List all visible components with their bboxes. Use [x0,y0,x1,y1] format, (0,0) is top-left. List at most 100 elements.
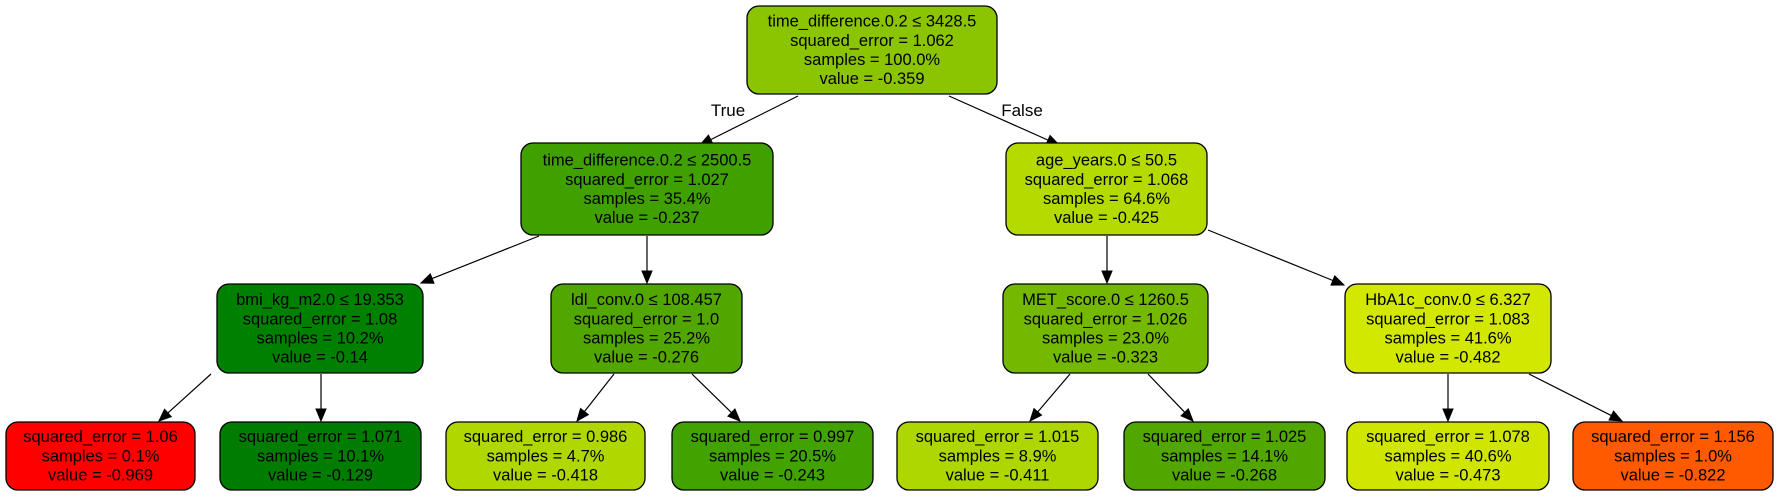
node-text-line: value = -0.482 [1395,349,1500,367]
node-text-line: value = -0.359 [819,70,924,88]
node-text-line: value = -0.473 [1395,467,1500,485]
edge-n4-l4 [691,373,741,422]
tree-node-n1: time_difference.0.2 ≤ 2500.5squared_erro… [520,142,774,236]
node-text-line: samples = 100.0% [804,51,941,69]
node-box [219,421,422,491]
edge-line [1207,229,1334,282]
node-text-line: samples = 23.0% [1042,329,1169,347]
node-box [1572,421,1774,491]
node-text-line: value = -0.237 [594,209,699,227]
node-text-line: time_difference.0.2 ≤ 2500.5 [543,152,752,170]
arrowhead-icon [727,408,741,422]
edge-line [948,95,1049,141]
edge-line [1147,373,1186,413]
arrowhead-icon [158,408,173,422]
node-text-line: time_difference.0.2 ≤ 3428.5 [768,13,977,31]
node-text-line: value = -0.14 [272,349,368,367]
edge-line [1528,373,1612,417]
edge-n2-n5 [1101,236,1113,285]
nodes-layer: time_difference.0.2 ≤ 3428.5squared_erro… [5,5,1774,491]
edge-n4-l3 [576,373,615,423]
node-text-line: bmi_kg_m2.0 ≤ 19.353 [236,291,404,309]
node-text-line: squared_error = 1.06 [23,428,178,446]
node-text-line: samples = 10.2% [256,329,383,347]
edge-n2-n6 [1207,229,1346,286]
node-text-line: value = -0.822 [1620,467,1725,485]
node-box [520,142,774,236]
node-text-line: MET_score.0 ≤ 1260.5 [1022,291,1189,309]
edge-n6-l8 [1528,373,1624,422]
edge-line [583,373,615,412]
arrowhead-icon [1442,408,1454,423]
node-text-line: value = -0.411 [946,467,1050,485]
node-text-line: age_years.0 ≤ 50.5 [1036,152,1177,170]
node-text-line: samples = 35.4% [583,190,710,208]
node-text-line: squared_error = 1.071 [239,428,403,446]
node-text-line: squared_error = 1.078 [1366,428,1530,446]
node-text-line: squared_error = 1.08 [243,310,398,328]
node-text-line: value = -0.969 [48,467,153,485]
node-text-line: squared_error = 1.068 [1025,171,1189,189]
node-text-line: samples = 0.1% [42,447,160,465]
node-box [216,283,424,374]
edge-n5-l6 [1147,373,1194,422]
node-text-line: squared_error = 1.015 [916,428,1080,446]
arrowhead-icon [1608,410,1624,422]
node-box [445,421,646,491]
edge-n3-l2 [315,374,327,423]
arrowhead-icon [576,407,590,423]
node-text-line: squared_error = 1.062 [790,32,954,50]
node-text-line: squared_error = 1.027 [565,171,729,189]
node-text-line: samples = 8.9% [939,447,1057,465]
arrowhead-icon [1101,270,1113,285]
edge-n1-n4 [641,236,653,285]
edge-line [710,95,799,141]
node-text-line: value = -0.418 [493,467,598,485]
node-text-line: value = -0.243 [720,467,825,485]
node-box [550,283,743,374]
node-box [1005,142,1208,236]
node-box [1344,283,1552,374]
arrowhead-icon [419,273,435,284]
node-text-line: value = -0.425 [1054,209,1159,227]
node-box [1346,421,1550,491]
node-text-line: squared_error = 1.026 [1024,310,1188,328]
node-text-line: value = -0.323 [1053,349,1158,367]
arrowhead-icon [641,270,653,285]
node-text-line: samples = 25.2% [583,329,710,347]
node-box [1002,283,1209,374]
node-box [671,421,874,491]
node-text-line: samples = 14.1% [1161,447,1288,465]
node-box [896,421,1099,491]
false-edge-label: False [1001,101,1043,120]
node-text-line: squared_error = 1.0 [574,310,719,328]
node-text-line: value = -0.276 [594,349,699,367]
edge-line [431,235,540,280]
node-text-line: samples = 10.1% [257,447,384,465]
edge-line [1037,373,1071,413]
edge-n6-l7 [1442,374,1454,423]
node-text-line: samples = 1.0% [1614,447,1732,465]
arrowhead-icon [315,408,327,423]
node-box [5,421,196,491]
node-text-line: value = -0.129 [268,467,373,485]
node-text-line: samples = 20.5% [709,447,836,465]
node-text-line: squared_error = 1.083 [1366,310,1530,328]
arrowhead-icon [1180,407,1194,422]
node-text-line: value = -0.268 [1172,467,1277,485]
node-text-line: ldl_conv.0 ≤ 108.457 [571,291,722,309]
node-text-line: samples = 41.6% [1384,329,1511,347]
true-edge-label: True [711,101,745,120]
node-text-line: squared_error = 0.997 [691,428,855,446]
